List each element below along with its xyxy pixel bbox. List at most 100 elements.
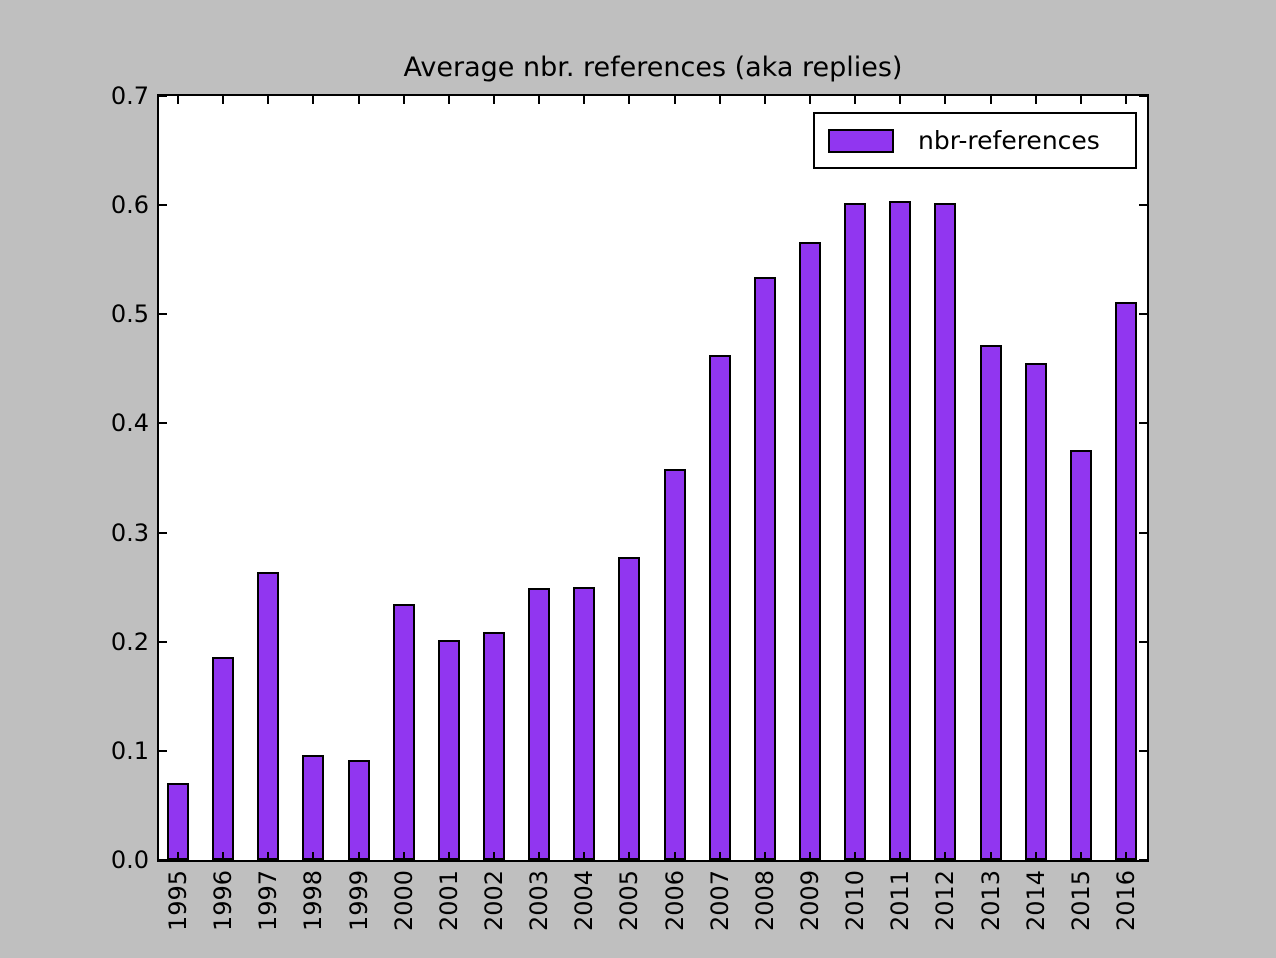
x-tick — [944, 852, 947, 860]
x-tick — [493, 96, 495, 104]
y-tick-label-0.3: 0.3 — [110, 518, 149, 547]
y-tick — [1139, 95, 1147, 97]
x-tick-label-1995: 1995 — [164, 869, 192, 931]
bar-2015 — [1069, 449, 1092, 860]
x-tick — [1034, 852, 1037, 860]
x-tick — [312, 852, 315, 860]
y-tick-label-0.4: 0.4 — [110, 409, 149, 438]
y-tick — [159, 749, 167, 752]
bar-2002 — [483, 631, 505, 860]
y-tick — [1139, 749, 1147, 752]
bar-2012 — [934, 202, 957, 860]
x-tick — [673, 96, 676, 104]
x-tick-label-2003: 2003 — [525, 869, 554, 931]
bar-1995 — [167, 782, 189, 860]
y-tick — [1139, 531, 1147, 534]
x-tick — [447, 96, 450, 104]
y-tick — [1139, 859, 1147, 861]
x-tick-label-1998: 1998 — [299, 869, 328, 931]
x-tick — [583, 852, 586, 860]
y-tick — [159, 204, 167, 207]
y-tick — [1139, 422, 1147, 425]
x-tick — [763, 852, 766, 860]
x-tick — [854, 852, 857, 860]
x-tick — [538, 852, 541, 860]
legend: nbr-references — [813, 112, 1137, 169]
x-tick-label-2009: 2009 — [796, 869, 824, 931]
x-tick — [854, 96, 857, 104]
x-tick — [493, 852, 495, 860]
bar-2014 — [1024, 363, 1047, 860]
x-tick-label-2005: 2005 — [615, 869, 644, 931]
bar-2016 — [1115, 302, 1137, 860]
x-tick — [628, 852, 631, 860]
x-tick — [267, 96, 270, 104]
y-tick-label-0.6: 0.6 — [110, 191, 149, 220]
bar-2007 — [708, 354, 731, 860]
x-tick — [357, 96, 360, 104]
bar-2006 — [663, 469, 686, 860]
y-tick — [159, 531, 167, 534]
x-tick — [899, 852, 902, 860]
x-tick-label-2010: 2010 — [841, 869, 870, 931]
x-tick — [763, 96, 766, 104]
x-tick — [673, 852, 676, 860]
x-tick-label-2013: 2013 — [976, 869, 1005, 931]
bar-2000 — [392, 603, 415, 860]
y-tick — [1139, 313, 1147, 316]
x-tick-label-2016: 2016 — [1112, 869, 1140, 931]
x-tick — [718, 852, 721, 860]
x-tick — [177, 96, 179, 104]
x-tick — [447, 852, 450, 860]
bar-2013 — [979, 344, 1002, 860]
y-tick-label-0.0: 0.0 — [110, 846, 149, 874]
plot-area: nbr-references — [157, 94, 1149, 862]
x-tick-label-1997: 1997 — [254, 869, 283, 931]
y-tick-label-0.5: 0.5 — [110, 300, 149, 329]
x-tick — [1125, 96, 1127, 104]
y-tick — [1139, 640, 1147, 643]
x-tick-label-2001: 2001 — [434, 869, 463, 931]
bar-2010 — [844, 202, 867, 860]
bar-2001 — [437, 639, 460, 860]
x-tick-label-2012: 2012 — [931, 869, 960, 931]
x-tick-label-2002: 2002 — [480, 869, 508, 931]
y-tick-label-0.2: 0.2 — [110, 627, 149, 656]
y-tick — [159, 95, 167, 97]
bar-2011 — [889, 200, 912, 860]
bar-2008 — [753, 277, 776, 860]
x-tick — [989, 96, 992, 104]
x-tick — [538, 96, 541, 104]
x-tick-label-2008: 2008 — [750, 869, 779, 931]
x-tick — [628, 96, 631, 104]
x-tick — [1079, 852, 1082, 860]
x-tick — [267, 852, 270, 860]
x-tick — [583, 96, 586, 104]
x-tick-label-2004: 2004 — [570, 869, 599, 931]
y-tick — [159, 422, 167, 425]
bar-1999 — [347, 759, 370, 860]
x-tick-label-1999: 1999 — [344, 869, 373, 931]
x-tick — [222, 852, 225, 860]
y-tick — [1139, 204, 1147, 207]
x-tick — [718, 96, 721, 104]
x-tick-label-2014: 2014 — [1021, 869, 1050, 931]
bar-2005 — [618, 556, 641, 860]
bar-1996 — [212, 657, 235, 860]
x-tick-label-2015: 2015 — [1066, 869, 1095, 931]
x-tick — [944, 96, 947, 104]
x-tick-label-1996: 1996 — [209, 869, 238, 931]
x-tick-label-2000: 2000 — [389, 869, 418, 931]
chart-title: Average nbr. references (aka replies) — [403, 52, 903, 83]
bar-2009 — [799, 242, 821, 860]
x-tick — [809, 852, 811, 860]
x-tick — [989, 852, 992, 860]
bar-2004 — [573, 587, 596, 860]
y-tick-label-0.7: 0.7 — [110, 82, 149, 110]
x-tick — [1034, 96, 1037, 104]
x-tick — [1079, 96, 1082, 104]
x-tick — [402, 96, 405, 104]
x-tick — [809, 96, 811, 104]
bar-1998 — [302, 755, 325, 860]
x-tick-label-2006: 2006 — [660, 869, 689, 931]
